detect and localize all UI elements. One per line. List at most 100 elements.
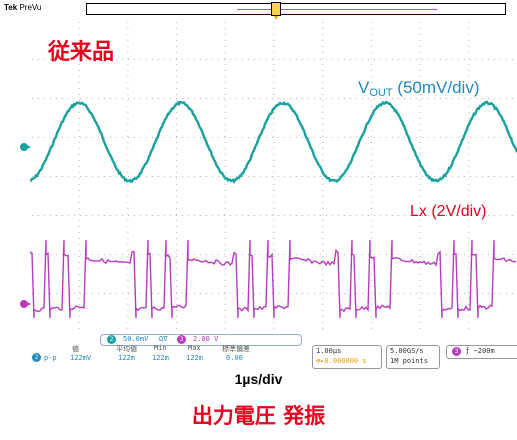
grid-dot bbox=[380, 293, 381, 294]
grid-dot bbox=[322, 154, 324, 155]
grid-dot bbox=[206, 254, 207, 255]
grid-dot bbox=[419, 316, 421, 317]
grid-dot bbox=[419, 184, 421, 185]
grid-dot bbox=[273, 118, 275, 119]
grid-dot bbox=[127, 142, 129, 143]
grid-dot bbox=[368, 254, 369, 255]
grid-dot bbox=[127, 148, 129, 149]
grid-dot bbox=[332, 215, 333, 216]
grid-dot bbox=[224, 160, 226, 161]
grid-dot bbox=[398, 215, 399, 216]
grid-dot bbox=[494, 176, 495, 177]
grid-dot bbox=[127, 166, 129, 167]
channel-scale-bar[interactable]: 2 50.0mV Ω∇ 3 2.00 V bbox=[100, 334, 302, 346]
grid-dot bbox=[322, 232, 324, 233]
grid-dot bbox=[468, 310, 470, 311]
grid-dot bbox=[273, 244, 275, 245]
grid-dot bbox=[224, 215, 225, 216]
grid-dot bbox=[242, 254, 243, 255]
grid-dot bbox=[224, 244, 226, 245]
grid-dot bbox=[370, 184, 372, 185]
grid-dot bbox=[356, 59, 357, 60]
grid-dot bbox=[350, 176, 351, 177]
grid-dot bbox=[224, 76, 226, 77]
grid-dot bbox=[134, 98, 135, 99]
grid-dot bbox=[78, 202, 80, 203]
grid-dot bbox=[370, 22, 372, 23]
grid-dot bbox=[78, 160, 80, 161]
grid-dot bbox=[110, 293, 111, 294]
grid-dot bbox=[273, 88, 275, 89]
grid-dot bbox=[127, 76, 129, 77]
grid-dot bbox=[182, 254, 183, 255]
grid-dot bbox=[140, 176, 141, 177]
grid-dot bbox=[78, 232, 80, 233]
grid-dot bbox=[212, 254, 213, 255]
grid-dot bbox=[127, 184, 129, 185]
horizontal-settings[interactable]: 1.00µs ⊕▸0.000000 s bbox=[312, 345, 382, 369]
grid-dot bbox=[50, 59, 51, 60]
grid-dot bbox=[44, 59, 45, 60]
grid-dot bbox=[482, 293, 483, 294]
grid-dot bbox=[127, 250, 129, 251]
grid-dot bbox=[146, 98, 147, 99]
grid-dot bbox=[419, 250, 421, 251]
grid-dot bbox=[468, 196, 470, 197]
grid-dot bbox=[78, 28, 80, 29]
grid-dot bbox=[188, 98, 189, 99]
grid-dot bbox=[224, 100, 226, 101]
grid-dot bbox=[194, 215, 195, 216]
trigger-settings[interactable]: 3 ƒ −200m bbox=[446, 345, 517, 359]
grid-dot bbox=[416, 98, 417, 99]
grid-dot bbox=[370, 310, 372, 311]
grid-dot bbox=[78, 322, 80, 323]
grid-dot bbox=[248, 176, 249, 177]
acquisition-settings[interactable]: 5.00GS/s 1M points bbox=[386, 345, 440, 369]
vout-label: VOUT (50mV/div) bbox=[358, 78, 480, 99]
grid-dot bbox=[370, 136, 372, 137]
ch1-ground-marker[interactable] bbox=[20, 143, 31, 151]
grid-dot bbox=[428, 98, 429, 99]
ch1-bandwidth: Ω∇ bbox=[159, 335, 168, 343]
grid-dot bbox=[322, 166, 324, 167]
grid-dot bbox=[78, 250, 80, 251]
grid-dot bbox=[242, 137, 243, 138]
grid-dot bbox=[468, 244, 470, 245]
ch3-ground-marker[interactable] bbox=[20, 300, 31, 308]
grid-dot bbox=[468, 70, 470, 71]
grid-dot bbox=[273, 208, 275, 209]
grid-dot bbox=[224, 292, 226, 293]
grid-dot bbox=[419, 304, 421, 305]
grid-dot bbox=[134, 215, 135, 216]
grid-dot bbox=[338, 293, 339, 294]
brand-label: Tek PreVu bbox=[4, 3, 42, 12]
grid-dot bbox=[176, 178, 178, 179]
grid-dot bbox=[374, 137, 375, 138]
grid-dot bbox=[422, 98, 423, 99]
record-view-window[interactable] bbox=[271, 2, 281, 16]
grid-dot bbox=[380, 215, 381, 216]
grid-dot bbox=[410, 293, 411, 294]
grid-dot bbox=[322, 190, 324, 191]
grid-dot bbox=[158, 98, 159, 99]
grid-dot bbox=[127, 322, 129, 323]
record-overview-bar[interactable] bbox=[86, 2, 506, 16]
grid-dot bbox=[468, 268, 470, 269]
meas-type: p-p bbox=[44, 354, 57, 362]
grid-dot bbox=[200, 176, 201, 177]
grid-dot bbox=[468, 214, 470, 215]
grid-dot bbox=[78, 208, 80, 209]
grid-dot bbox=[78, 268, 80, 269]
grid-dot bbox=[200, 254, 201, 255]
grid-dot bbox=[176, 58, 178, 59]
grid-dot bbox=[127, 238, 129, 239]
grid-dot bbox=[242, 98, 243, 99]
grid-dot bbox=[446, 176, 447, 177]
grid-dot bbox=[127, 298, 129, 299]
grid-dot bbox=[468, 40, 470, 41]
grid-dot bbox=[44, 254, 45, 255]
grid-dot bbox=[284, 176, 285, 177]
grid-dot bbox=[224, 82, 226, 83]
grid-dot bbox=[512, 293, 513, 294]
grid-dot bbox=[273, 196, 275, 197]
